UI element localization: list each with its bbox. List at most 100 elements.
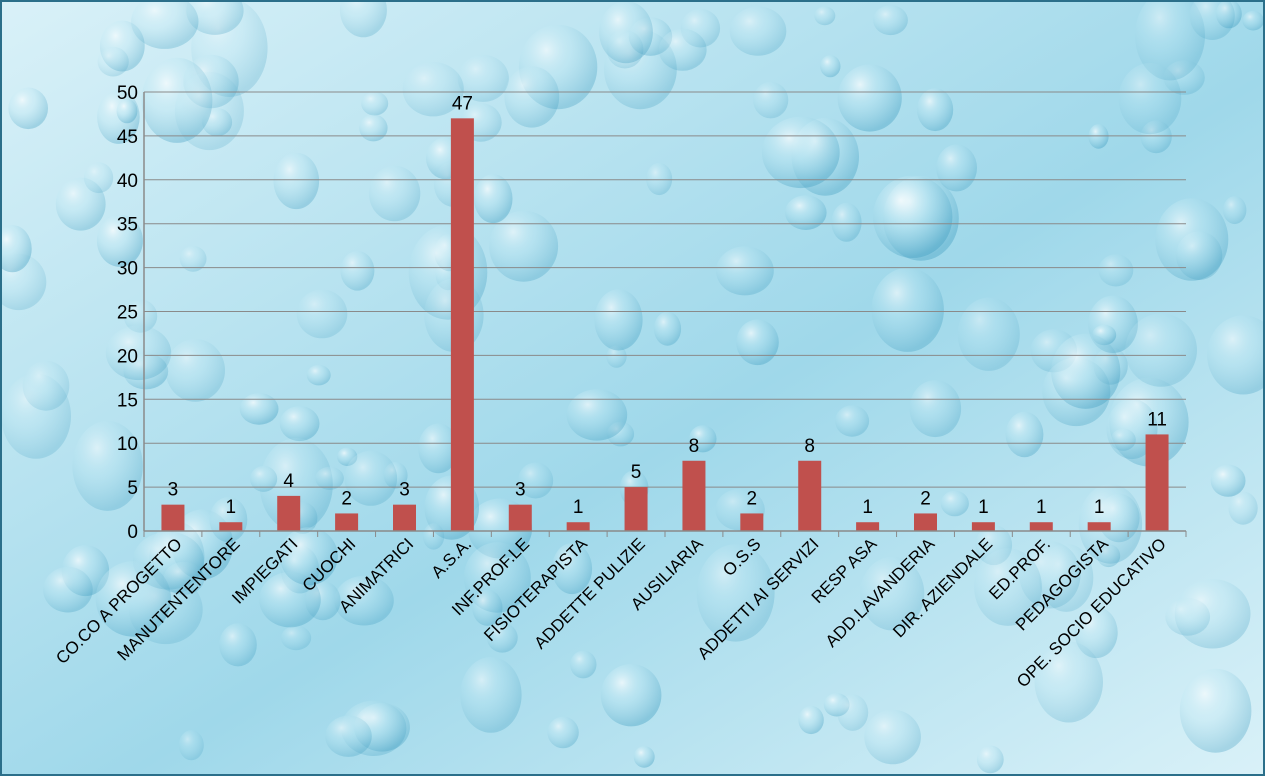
water-drop [1228, 491, 1258, 525]
y-tick-label: 15 [117, 390, 138, 411]
water-drop [95, 561, 172, 637]
water-drop [361, 91, 389, 116]
water-drop [281, 625, 312, 651]
water-drop [551, 543, 593, 595]
water-drop [174, 71, 244, 151]
water-drop [489, 210, 559, 282]
water-drop [296, 289, 348, 339]
data-label: 8 [689, 436, 700, 457]
water-drop [798, 705, 824, 735]
bar [277, 495, 301, 531]
water-drop [1223, 196, 1247, 225]
bar [1029, 522, 1053, 531]
water-drop [594, 289, 643, 351]
water-drop [359, 114, 388, 142]
water-drop [873, 5, 908, 36]
water-drop [909, 380, 962, 438]
water-drop [163, 561, 205, 595]
water-drop [785, 195, 827, 231]
y-tick-label: 40 [117, 171, 138, 192]
water-drop [116, 98, 138, 124]
water-drop [940, 490, 969, 517]
data-label: 3 [399, 480, 410, 501]
water-drop [976, 745, 1004, 774]
water-drop [402, 61, 464, 117]
water-drop [84, 162, 114, 194]
gridlines [143, 91, 1187, 537]
water-drop [974, 548, 1042, 626]
water-drop [696, 544, 775, 642]
bar [450, 118, 474, 531]
bars [161, 118, 1169, 531]
water-drop [820, 55, 841, 78]
water-drop [486, 622, 518, 653]
water-drop [96, 214, 143, 267]
water-drop [1005, 411, 1044, 458]
water-drop [472, 589, 503, 626]
data-label: 1 [1094, 497, 1105, 518]
water-drop [334, 575, 394, 626]
water-drop [179, 245, 207, 272]
water-drop [814, 6, 836, 26]
data-label: 1 [226, 497, 237, 518]
y-tick-label: 50 [117, 83, 138, 104]
y-tick-label: 5 [127, 478, 138, 499]
water-drop [658, 28, 707, 71]
water-drop [131, 0, 199, 49]
water-drop [1207, 315, 1265, 395]
water-drop [325, 715, 372, 757]
bar [219, 522, 243, 531]
water-drop [186, 0, 244, 35]
water-drop [831, 202, 862, 242]
water-drop [504, 66, 560, 128]
water-drop [957, 297, 1020, 371]
water-drop [0, 225, 32, 273]
water-drop [1155, 198, 1229, 281]
bar [335, 513, 359, 531]
water-drop [1034, 641, 1104, 723]
bar [393, 504, 416, 531]
data-label: 1 [573, 497, 584, 518]
water-drop [599, 1, 653, 64]
bar [740, 513, 764, 531]
water-drop [1074, 606, 1118, 659]
data-label: 4 [283, 471, 294, 492]
bar [682, 460, 706, 531]
bar [914, 513, 937, 531]
water-drop [1179, 668, 1252, 753]
bar [971, 522, 995, 531]
y-tick-label: 25 [117, 303, 138, 324]
water-drop [871, 267, 944, 352]
bar [1087, 522, 1111, 531]
data-label: 2 [747, 488, 758, 509]
water-drop [633, 746, 655, 768]
data-label: 8 [804, 436, 815, 457]
data-label: 1 [862, 497, 873, 518]
water-drop [43, 566, 93, 613]
water-drop [178, 730, 204, 761]
data-label: 47 [452, 93, 473, 114]
water-drop [1210, 464, 1246, 497]
water-drop [1125, 313, 1197, 387]
water-drop [306, 364, 331, 386]
water-drop [646, 162, 673, 196]
water-drop [837, 64, 902, 132]
bar [856, 522, 880, 531]
data-label: 1 [978, 497, 989, 518]
water-drop [518, 462, 554, 499]
water-drop [1106, 398, 1158, 460]
water-drop [315, 466, 344, 490]
water-drop [219, 623, 257, 667]
data-label: 3 [168, 480, 179, 501]
y-tick-label: 0 [127, 522, 138, 543]
data-label: 2 [920, 488, 931, 509]
water-drop [570, 650, 597, 679]
water-drop [340, 250, 375, 291]
water-drop [566, 389, 628, 441]
bar [508, 504, 532, 531]
water-drop [473, 174, 513, 224]
water-drop [368, 165, 421, 222]
water-drop [753, 81, 789, 119]
